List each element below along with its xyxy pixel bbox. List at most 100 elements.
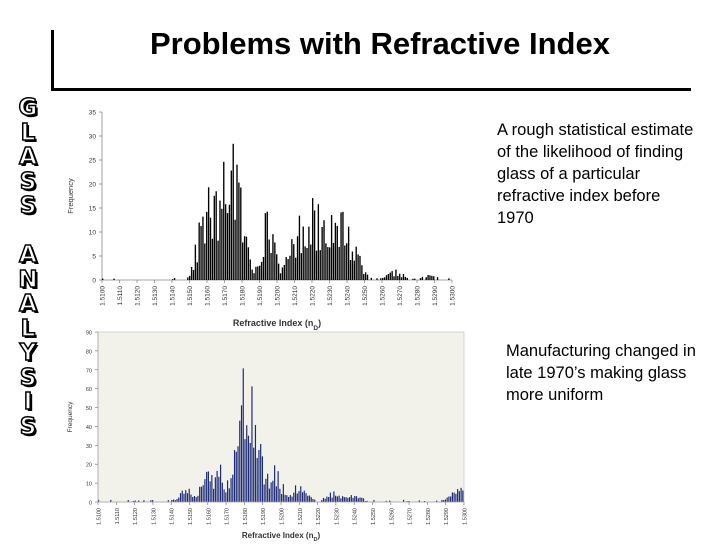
histogram-bar: [251, 386, 253, 502]
histogram-bar: [225, 492, 227, 502]
histogram-bar: [213, 195, 215, 280]
histogram-bar: [414, 278, 416, 280]
x-axis-label-sub: D: [313, 325, 318, 332]
histogram-bar: [228, 488, 230, 502]
histogram-bar: [247, 435, 250, 502]
histogram-bar: [283, 264, 285, 280]
histogram-bar: [143, 500, 145, 502]
histogram-bar: [338, 246, 340, 280]
histogram-bar: [419, 278, 422, 280]
histogram-bar: [262, 257, 265, 280]
x-tick-label: 1.5190: [257, 286, 264, 306]
histogram-bar: [220, 464, 222, 502]
histogram-bar: [312, 499, 314, 502]
x-tick-label: 1.5170: [222, 286, 229, 306]
histogram-bar: [152, 500, 154, 502]
histogram-bar: [347, 226, 350, 280]
histogram-bar: [333, 491, 335, 502]
histogram-bar: [268, 239, 270, 280]
histogram-bar: [348, 497, 351, 502]
histogram-bar: [277, 471, 279, 502]
histogram-bar: [296, 493, 298, 502]
vertical-letter: G: [18, 95, 38, 121]
histogram-bar: [272, 234, 274, 280]
histogram-bar: [265, 478, 267, 502]
histogram-bar: [331, 497, 333, 502]
vertical-letter: A: [18, 242, 37, 268]
histogram-bar: [301, 492, 304, 502]
histogram-bar: [334, 222, 337, 280]
histogram-bar: [282, 484, 284, 502]
histogram-bar: [230, 170, 233, 280]
histogram-bar: [305, 493, 307, 502]
x-tick-label: 1.5270: [408, 508, 414, 525]
title-vertical-rule: [51, 30, 54, 90]
histogram-bar: [186, 493, 189, 502]
histogram-bar: [423, 500, 426, 502]
histogram-bar: [230, 478, 232, 502]
x-axis-label-main: Refractive Index (n: [242, 531, 314, 540]
histogram-bar: [291, 496, 293, 502]
histogram-bar: [181, 490, 183, 502]
x-axis-label-suffix: ): [318, 318, 321, 328]
histogram-bar: [343, 497, 345, 502]
histogram-bar: [421, 276, 424, 280]
x-tick-label: 1.5270: [397, 286, 404, 306]
histogram-bar: [403, 499, 405, 502]
histogram-bar: [171, 499, 173, 502]
plot-frame: [97, 331, 465, 503]
y-tick-label: 0: [89, 501, 92, 507]
histogram-bar: [366, 500, 368, 502]
histogram-bar: [223, 161, 225, 280]
histogram-bar: [425, 277, 427, 280]
y-tick-label: 60: [86, 387, 92, 393]
histogram-bar: [270, 253, 272, 280]
histogram-bar: [300, 253, 303, 280]
histogram-bar: [240, 187, 242, 280]
x-tick-label: 1.5290: [432, 286, 439, 306]
x-tick-label: 1.5290: [444, 508, 450, 525]
title-horizontal-rule: [51, 88, 691, 91]
histogram-bar: [179, 493, 182, 502]
vertical-letter: [8, 219, 48, 244]
histogram-bar: [235, 451, 237, 502]
x-tick-label: 1.5300: [463, 508, 469, 525]
histogram-bar: [304, 246, 306, 280]
histogram-bar: [219, 200, 221, 280]
histogram-bar: [328, 497, 330, 502]
histogram-bar: [399, 273, 401, 280]
histogram-bar: [355, 496, 358, 502]
histogram-bar: [255, 266, 257, 280]
histogram-bar: [344, 245, 346, 280]
histogram-bar: [364, 272, 367, 280]
histogram-bar: [211, 474, 213, 502]
histogram-bar: [200, 486, 203, 502]
x-axis-label: Refractive Index (nD): [233, 318, 321, 332]
histogram-bar: [433, 276, 435, 280]
histogram-bar: [329, 492, 331, 502]
histogram-bar: [441, 499, 443, 502]
histogram-bar: [298, 215, 301, 280]
y-axis-label: Frequency: [67, 401, 74, 432]
histogram-bar: [102, 278, 104, 280]
histogram-bar: [207, 187, 210, 280]
histogram-bar: [258, 449, 260, 502]
vertical-letter: A: [18, 144, 37, 170]
histogram-bar: [193, 496, 196, 502]
y-tick-label: 25: [89, 158, 97, 165]
histogram-bar: [286, 495, 288, 502]
histogram-bar: [234, 219, 236, 280]
histogram-bar: [284, 494, 286, 502]
histogram-bar: [326, 496, 328, 502]
histogram-bar: [287, 496, 290, 502]
histogram-bar: [198, 222, 200, 280]
histogram-bar: [340, 212, 342, 280]
histogram-bar: [404, 276, 407, 280]
y-tick-label: 35: [89, 110, 97, 117]
histogram-bar: [294, 257, 297, 280]
histogram-bar: [338, 495, 340, 502]
histogram-bar: [327, 247, 329, 280]
vertical-letter: S: [19, 168, 37, 195]
histogram-bar: [246, 425, 248, 502]
x-tick-label: 1.5230: [334, 508, 340, 525]
